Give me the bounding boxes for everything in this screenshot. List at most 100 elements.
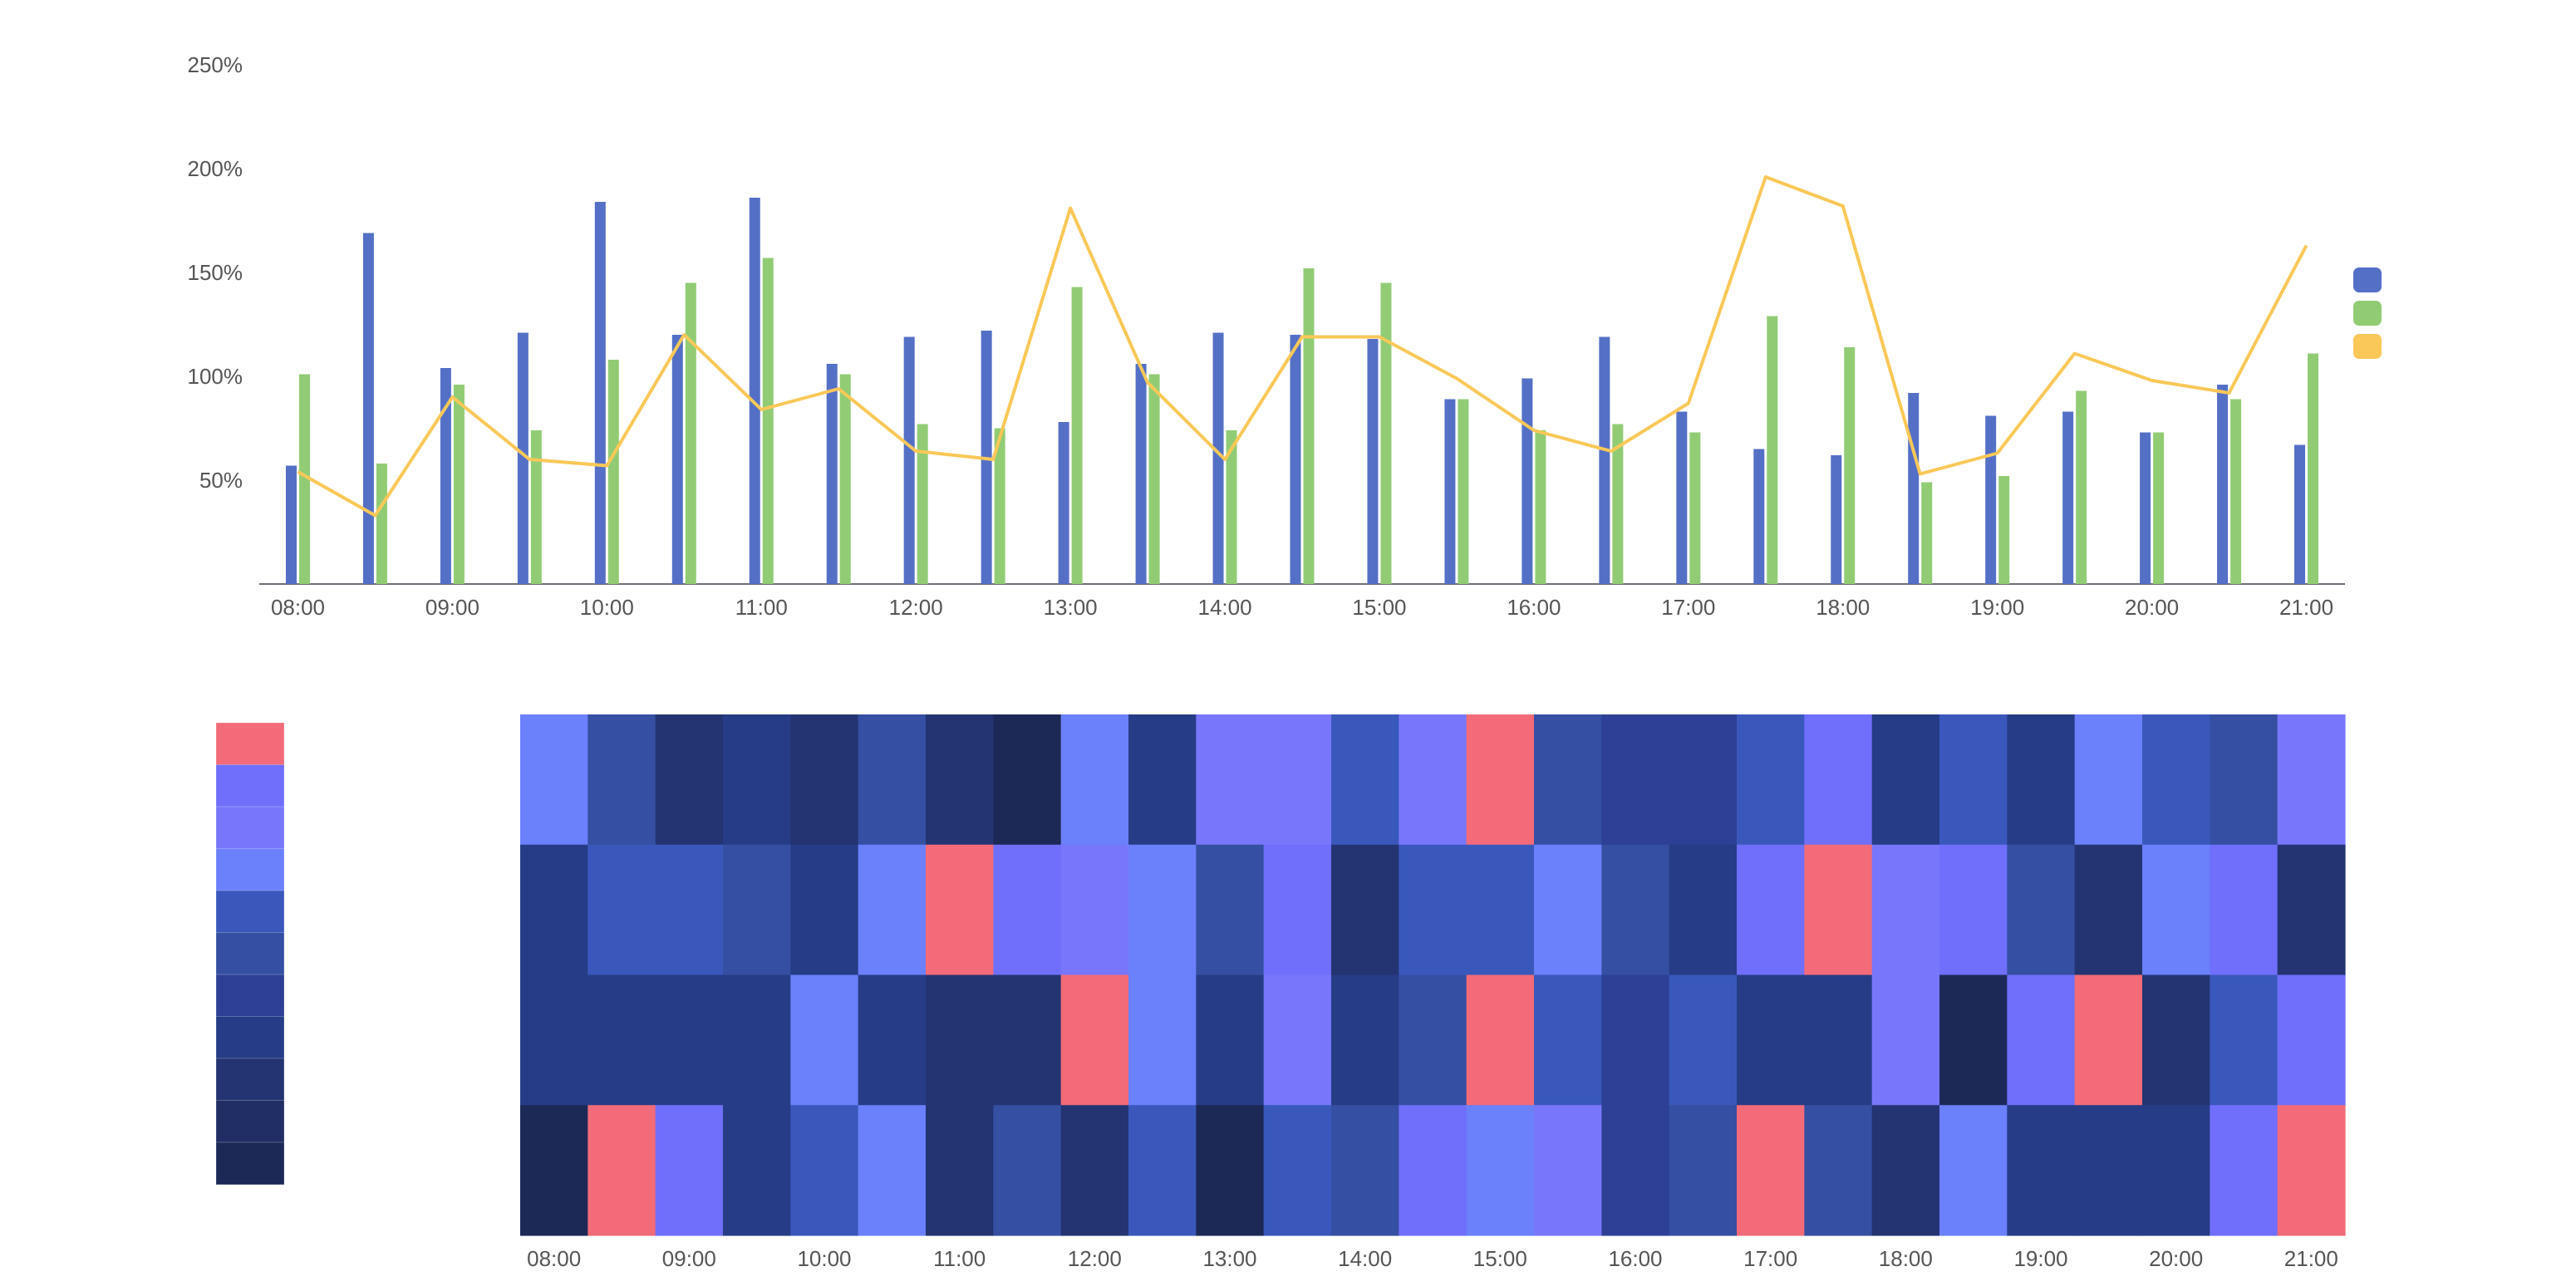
heatmap-cell xyxy=(1263,974,1332,1106)
heatmap-cell xyxy=(1060,714,1129,846)
heatmap-x-tick-label: 21:00 xyxy=(2284,1246,2338,1271)
bar-series-1 xyxy=(2062,411,2074,584)
heatmap-cell xyxy=(926,974,994,1106)
heatmap-cell xyxy=(790,714,859,846)
heatmap-cell xyxy=(1466,714,1535,846)
heatmap-cell xyxy=(1399,974,1467,1106)
heatmap-cell xyxy=(1331,844,1399,976)
heatmap-cell xyxy=(1060,844,1129,976)
scale-swatch xyxy=(215,974,285,1018)
scale-swatch xyxy=(215,1100,285,1143)
heatmap-cell xyxy=(1737,974,1805,1106)
heatmap-cell xyxy=(1399,714,1467,846)
bar-series-2 xyxy=(1380,282,1392,584)
heatmap-cell xyxy=(1669,844,1738,976)
scale-swatch xyxy=(215,890,285,934)
heatmap-cell xyxy=(1263,714,1332,846)
heatmap-cell xyxy=(655,844,724,976)
heatmap-cell xyxy=(2142,974,2210,1106)
heatmap-cell xyxy=(520,1105,588,1236)
heatmap-cell xyxy=(1669,1105,1738,1236)
bar-series-1 xyxy=(1985,415,1997,584)
bar-series-2 xyxy=(2153,432,2165,584)
line-series-3 xyxy=(297,175,2308,518)
x-tick-label: 18:00 xyxy=(1816,595,1870,620)
heatmap-x-tick-label: 09:00 xyxy=(662,1246,716,1271)
scale-swatch xyxy=(215,764,285,807)
heatmap-cell xyxy=(1060,974,1129,1106)
bar-series-1 xyxy=(1135,364,1147,584)
heatmap-cell xyxy=(2142,714,2210,846)
bar-series-2 xyxy=(1767,316,1778,584)
heatmap-cell xyxy=(655,1105,724,1236)
heatmap-cell xyxy=(1939,974,2008,1106)
bar-series-2 xyxy=(685,282,696,584)
x-tick-label: 13:00 xyxy=(1044,595,1098,620)
legend-swatch-series-1 xyxy=(2353,268,2382,292)
heatmap-cell xyxy=(2007,974,2076,1106)
scale-swatch xyxy=(215,1016,285,1059)
heatmap-cell xyxy=(1804,1105,1873,1236)
heatmap-cell xyxy=(2142,1105,2210,1236)
bar-series-2 xyxy=(1303,268,1315,584)
heatmap-cell xyxy=(723,974,791,1106)
heatmap-cell xyxy=(993,714,1062,846)
heatmap-cell xyxy=(1466,844,1535,976)
scale-swatch xyxy=(215,932,285,975)
y-tick-label: 50% xyxy=(199,468,243,493)
bar-series-2 xyxy=(1921,482,1933,584)
legend-swatch-series-2 xyxy=(2353,301,2382,326)
heatmap-cell xyxy=(2210,974,2279,1106)
bar-series-1 xyxy=(749,198,760,584)
bar-series-2 xyxy=(1844,347,1856,584)
bar-series-2 xyxy=(376,464,387,584)
heatmap-cell xyxy=(926,844,994,976)
x-tick-label: 09:00 xyxy=(425,595,479,620)
bar-series-1 xyxy=(1753,449,1765,584)
bar-series-1 xyxy=(1676,411,1688,584)
x-tick-label: 21:00 xyxy=(2279,595,2333,620)
heatmap-cell xyxy=(2277,714,2346,846)
heatmap-cell xyxy=(1601,844,1670,976)
bar-series-2 xyxy=(607,360,619,584)
heatmap-cell xyxy=(1196,1105,1265,1236)
heatmap-cell xyxy=(520,714,588,846)
heatmap-cell xyxy=(723,714,791,846)
heatmap-x-tick-label: 18:00 xyxy=(1879,1246,1933,1271)
bar-series-1 xyxy=(2294,444,2306,584)
heatmap-cell xyxy=(2277,1105,2346,1236)
heatmap-cell xyxy=(1534,1105,1602,1236)
bar-series-2 xyxy=(917,424,928,584)
heatmap-cell xyxy=(2007,1105,2076,1236)
heatmap-cell xyxy=(1534,714,1602,846)
heatmap-cell xyxy=(2007,714,2076,846)
bar-series-2 xyxy=(762,258,774,584)
heatmap-cell xyxy=(790,974,859,1106)
heatmap-cell xyxy=(926,1105,994,1236)
y-tick-label: 200% xyxy=(188,156,243,181)
x-tick-label: 20:00 xyxy=(2125,595,2179,620)
bar-series-1 xyxy=(1058,422,1069,584)
bar-series-2 xyxy=(1535,430,1546,584)
heatmap-cell xyxy=(1737,1105,1805,1236)
heatmap-cell xyxy=(2142,844,2210,976)
y-tick-label: 100% xyxy=(188,364,243,389)
heatmap-cell xyxy=(1737,714,1805,846)
x-tick-label: 16:00 xyxy=(1507,595,1561,620)
heatmap-cell xyxy=(1939,714,2008,846)
heatmap-cell xyxy=(1601,1105,1670,1236)
bar-series-2 xyxy=(1998,476,2010,584)
heatmap-chart: 08:00 09:00 10:00 11:00 12:00 13:00 14:00 15:00… xyxy=(520,714,2346,1271)
heatmap-cell xyxy=(1466,1105,1535,1236)
heatmap-cell xyxy=(1466,974,1535,1106)
heatmap-cell xyxy=(1939,1105,2008,1236)
heatmap-cell xyxy=(1128,974,1197,1106)
bar-series-1 xyxy=(2217,385,2229,584)
heatmap-cell xyxy=(1871,1105,1940,1236)
heatmap-cell xyxy=(2277,974,2346,1106)
heatmap-cell xyxy=(1939,844,2008,976)
bar-series-2 xyxy=(298,374,310,584)
heatmap-cell xyxy=(858,974,927,1106)
heatmap-x-tick-label: 17:00 xyxy=(1743,1246,1797,1271)
heatmap-cell xyxy=(1669,974,1738,1106)
